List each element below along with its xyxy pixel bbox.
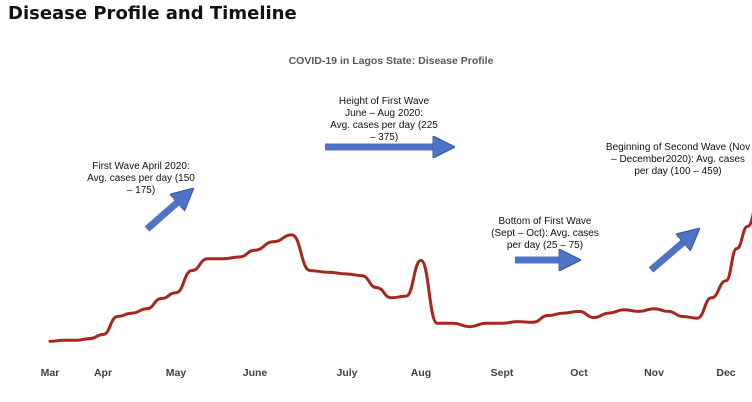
data-point-15	[272, 240, 275, 243]
annotation-4-line-3: per day (100 – 459)	[634, 166, 721, 177]
x-tick-label-june: June	[243, 367, 268, 379]
annotation-4: Beginning of Second Wave (Nov – December2…	[606, 142, 750, 177]
annotation-1-line-1: First Wave April 2020:	[92, 161, 189, 172]
annotation-arrow-4	[648, 234, 693, 273]
data-point-23	[405, 294, 408, 298]
data-point-33	[562, 311, 565, 315]
data-point-42	[696, 317, 699, 320]
data-point-40	[667, 310, 670, 313]
x-axis-tick-labels: Mar Apr May June July Aug Sept Oct Nov Dec	[41, 367, 736, 379]
data-point-1	[62, 339, 65, 342]
data-point-8	[160, 297, 163, 300]
data-point-9	[174, 291, 178, 294]
x-tick-label-oct: Oct	[570, 367, 588, 379]
data-point-16	[290, 233, 293, 237]
data-point-34	[577, 310, 581, 313]
data-point-29	[500, 322, 504, 325]
annotation-3-line-1: Bottom of First Wave	[499, 216, 592, 227]
data-point-2	[75, 339, 78, 342]
x-tick-label-dec: Dec	[716, 367, 735, 379]
series-layer	[48, 212, 752, 343]
data-point-14	[253, 249, 257, 252]
x-tick-label-sept: Sept	[491, 367, 514, 379]
x-tick-label-july: July	[336, 367, 357, 379]
data-point-24	[419, 259, 423, 262]
annotation-3-line-2: (Sept – Oct): Avg. cases	[491, 228, 599, 239]
data-point-10	[190, 269, 193, 272]
data-point-25	[436, 322, 439, 325]
annotation-2-line-2: June – Aug 2020:	[345, 108, 423, 119]
x-tick-label-nov: Nov	[644, 367, 664, 379]
annotation-2-line-3: Avg. cases per day (225	[330, 120, 438, 131]
data-point-36	[607, 311, 611, 315]
data-point-27	[468, 325, 471, 328]
data-point-44	[724, 279, 728, 282]
annotation-3: Bottom of First Wave (Sept – Oct): Avg. c…	[491, 216, 599, 251]
series-line	[48, 212, 752, 343]
data-point-37	[622, 308, 626, 311]
data-point-11	[206, 257, 209, 260]
x-tick-label-mar: Mar	[41, 367, 60, 379]
data-point-32	[547, 314, 550, 317]
annotation-1-line-2: Avg. cases per day (150	[87, 173, 195, 184]
data-point-46	[746, 225, 749, 228]
data-point-31	[531, 321, 534, 324]
annotation-2: Height of First Wave June – Aug 2020: Avg.…	[330, 96, 438, 143]
data-point-12	[222, 257, 225, 260]
data-point-26	[452, 322, 455, 325]
annotation-3-line-3: per day (25 – 75)	[507, 240, 583, 251]
data-point-22	[390, 296, 393, 299]
data-point-5	[116, 315, 119, 318]
data-point-38	[637, 310, 641, 313]
annotations: First Wave April 2020: Avg. cases per day…	[87, 96, 750, 251]
data-point-18	[327, 271, 330, 274]
annotation-arrows	[144, 147, 693, 273]
data-point-21	[375, 286, 378, 289]
annotation-arrow-1	[144, 194, 187, 232]
annotation-4-line-1: Beginning of Second Wave (Nov	[606, 142, 750, 153]
annotation-1-line-3: – 175)	[127, 185, 155, 196]
data-point-0	[48, 340, 52, 343]
annotation-2-line-4: – 375)	[370, 132, 398, 143]
data-point-7	[145, 307, 148, 310]
data-point-13	[238, 255, 241, 259]
annotation-4-line-2: – December2020): Avg. cases	[611, 154, 745, 165]
chart-title: COVID-19 in Lagos State: Disease Profile	[289, 55, 494, 67]
data-point-19	[345, 272, 349, 276]
data-point-4	[101, 333, 105, 336]
data-point-30	[516, 320, 519, 323]
data-point-35	[592, 316, 596, 319]
data-point-28	[484, 322, 487, 325]
data-point-45	[735, 247, 738, 250]
annotation-2-line-1: Height of First Wave	[339, 96, 430, 107]
x-tick-label-aug: Aug	[411, 367, 431, 379]
data-point-43	[710, 296, 713, 299]
page-title: Disease Profile and Timeline	[8, 3, 297, 24]
data-point-6	[131, 311, 134, 315]
data-point-39	[652, 307, 656, 310]
x-tick-label-apr: Apr	[94, 367, 112, 379]
data-point-20	[360, 274, 363, 277]
data-point-3	[88, 337, 92, 340]
data-point-17	[309, 269, 312, 272]
data-point-41	[681, 315, 684, 318]
x-tick-label-may: May	[166, 367, 187, 379]
annotation-1: First Wave April 2020: Avg. cases per day…	[87, 161, 195, 196]
